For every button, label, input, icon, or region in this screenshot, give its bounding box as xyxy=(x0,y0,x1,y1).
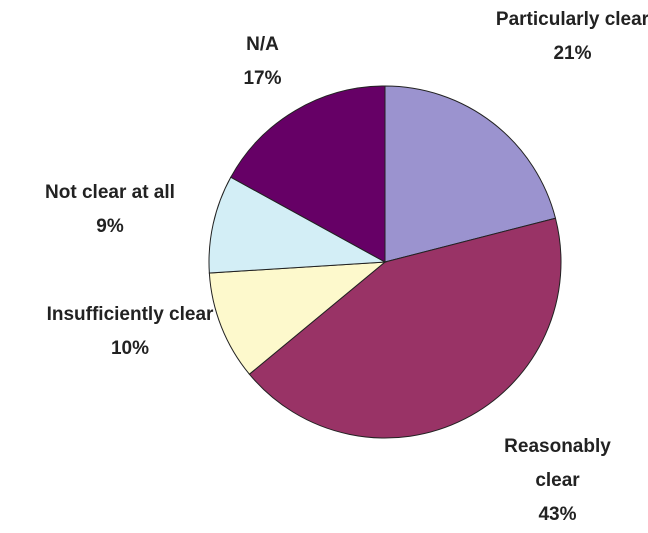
slice-label: N/A 17% xyxy=(200,28,325,96)
value-label: 10% xyxy=(110,338,150,359)
category-label: N/A xyxy=(246,34,279,55)
category-label: Not clear at all xyxy=(45,182,175,203)
pie-slice xyxy=(208,261,387,375)
slice-label: Reasonably clear 43% xyxy=(480,430,635,532)
value-label: 43% xyxy=(538,504,577,525)
slice-label: Particularly clear 21% xyxy=(495,3,648,71)
category-label: Reasonably clear xyxy=(504,436,611,491)
slice-label: Insufficiently clear 10% xyxy=(40,298,220,366)
value-label: 21% xyxy=(553,43,592,64)
value-label: 9% xyxy=(96,216,124,237)
slice-label: Not clear at all 9% xyxy=(5,176,215,244)
value-label: 17% xyxy=(243,68,282,89)
pie-slice xyxy=(248,217,562,439)
category-label: Insufficiently clear xyxy=(46,304,214,325)
pie-slice xyxy=(230,85,386,263)
pie-slice xyxy=(208,176,387,274)
pie-slice xyxy=(384,85,557,263)
category-label: Particularly clear xyxy=(495,9,648,30)
